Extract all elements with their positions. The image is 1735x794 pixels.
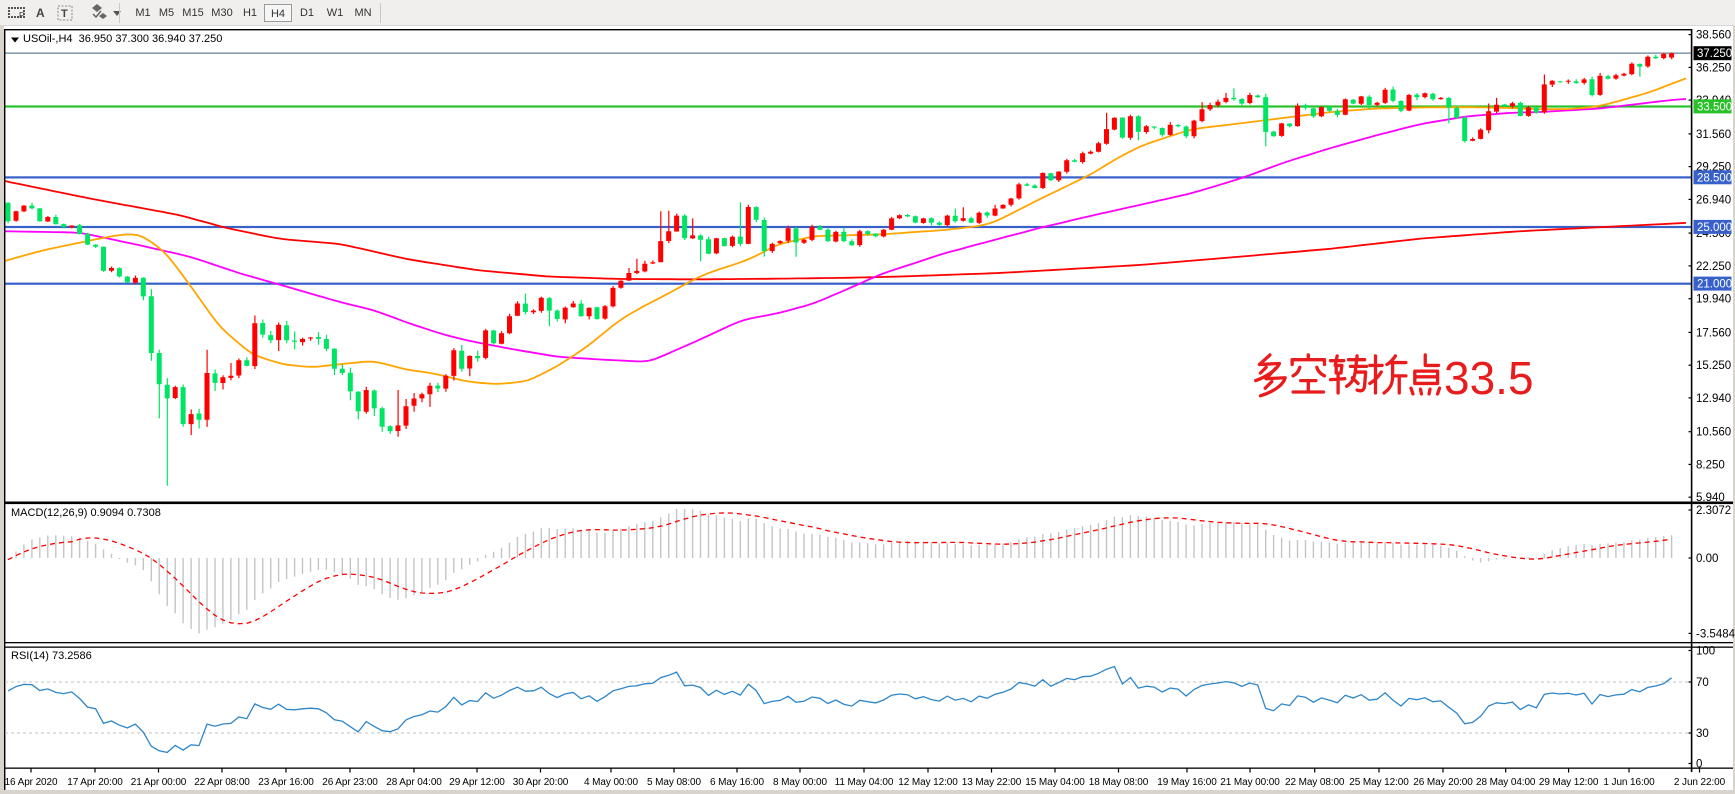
svg-text:4 May 00:00: 4 May 00:00 — [584, 777, 638, 788]
svg-text:F: F — [19, 11, 24, 20]
svg-text:8 May 00:00: 8 May 00:00 — [773, 777, 827, 788]
svg-text:8.250: 8.250 — [1696, 459, 1725, 471]
svg-text:12 May 12:00: 12 May 12:00 — [898, 777, 958, 788]
svg-text:USOil-,H4 36.950 37.300 36.94: USOil-,H4 36.950 37.300 36.940 37.250 — [23, 33, 222, 45]
svg-text:2 Jun 22:00: 2 Jun 22:00 — [1674, 777, 1726, 788]
svg-text:15.250: 15.250 — [1696, 360, 1731, 372]
svg-text:17 Apr 20:00: 17 Apr 20:00 — [67, 777, 123, 788]
svg-text:21.000: 21.000 — [1697, 279, 1732, 291]
svg-text:2.3072: 2.3072 — [1696, 505, 1731, 517]
svg-text:23 Apr 16:00: 23 Apr 16:00 — [258, 777, 314, 788]
svg-text:16 Apr 2020: 16 Apr 2020 — [5, 777, 58, 788]
svg-text:5.940: 5.940 — [1696, 492, 1725, 504]
svg-text:19.940: 19.940 — [1696, 294, 1731, 306]
svg-text:1 Jun 16:00: 1 Jun 16:00 — [1603, 777, 1655, 788]
svg-text:26 Apr 23:00: 26 Apr 23:00 — [322, 777, 378, 788]
svg-text:MACD(12,26,9) 0.9094 0.7308: MACD(12,26,9) 0.9094 0.7308 — [11, 507, 161, 519]
svg-text:26 May 20:00: 26 May 20:00 — [1413, 777, 1473, 788]
svg-text:-3.5484: -3.5484 — [1696, 628, 1735, 640]
svg-text:22 May 08:00: 22 May 08:00 — [1285, 777, 1345, 788]
svg-text:26.940: 26.940 — [1696, 194, 1731, 206]
svg-text:28 Apr 04:00: 28 Apr 04:00 — [386, 777, 442, 788]
svg-text:T: T — [61, 8, 68, 20]
svg-text:5 May 08:00: 5 May 08:00 — [647, 777, 701, 788]
svg-text:15 May 04:00: 15 May 04:00 — [1025, 777, 1085, 788]
svg-text:25 May 12:00: 25 May 12:00 — [1349, 777, 1409, 788]
svg-text:33.5: 33.5 — [1444, 352, 1534, 404]
svg-text:22.250: 22.250 — [1696, 261, 1731, 273]
svg-text:11 May 04:00: 11 May 04:00 — [835, 777, 894, 788]
svg-text:RSI(14) 73.2586: RSI(14) 73.2586 — [11, 650, 92, 662]
svg-text:6 May 16:00: 6 May 16:00 — [710, 777, 764, 788]
svg-text:37.250: 37.250 — [1697, 48, 1732, 60]
svg-text:18 May 08:00: 18 May 08:00 — [1089, 777, 1149, 788]
svg-text:A: A — [36, 6, 45, 20]
svg-text:38.560: 38.560 — [1696, 30, 1731, 42]
svg-text:70: 70 — [1696, 677, 1709, 689]
svg-text:30 Apr 20:00: 30 Apr 20:00 — [513, 777, 569, 788]
svg-text:0.00: 0.00 — [1696, 553, 1718, 565]
svg-text:36.250: 36.250 — [1696, 62, 1731, 74]
svg-text:29 May 12:00: 29 May 12:00 — [1539, 777, 1599, 788]
svg-text:17.560: 17.560 — [1696, 327, 1731, 339]
svg-text:13 May 22:00: 13 May 22:00 — [962, 777, 1022, 788]
svg-text:19 May 16:00: 19 May 16:00 — [1157, 777, 1217, 788]
svg-text:22 Apr 08:00: 22 Apr 08:00 — [194, 777, 250, 788]
svg-text:29 Apr 12:00: 29 Apr 12:00 — [449, 777, 505, 788]
svg-text:100: 100 — [1696, 646, 1715, 658]
svg-text:21 May 00:00: 21 May 00:00 — [1220, 777, 1280, 788]
svg-text:0: 0 — [1696, 759, 1702, 771]
svg-text:30: 30 — [1696, 728, 1709, 740]
svg-text:28 May 04:00: 28 May 04:00 — [1476, 777, 1536, 788]
svg-text:33.500: 33.500 — [1697, 101, 1732, 113]
svg-text:12.940: 12.940 — [1696, 393, 1731, 405]
svg-text:10.560: 10.560 — [1696, 427, 1731, 439]
svg-text:28.500: 28.500 — [1697, 172, 1732, 184]
svg-text:31.560: 31.560 — [1696, 129, 1731, 141]
svg-text:25.000: 25.000 — [1697, 222, 1732, 234]
svg-text:21 Apr 00:00: 21 Apr 00:00 — [131, 777, 187, 788]
